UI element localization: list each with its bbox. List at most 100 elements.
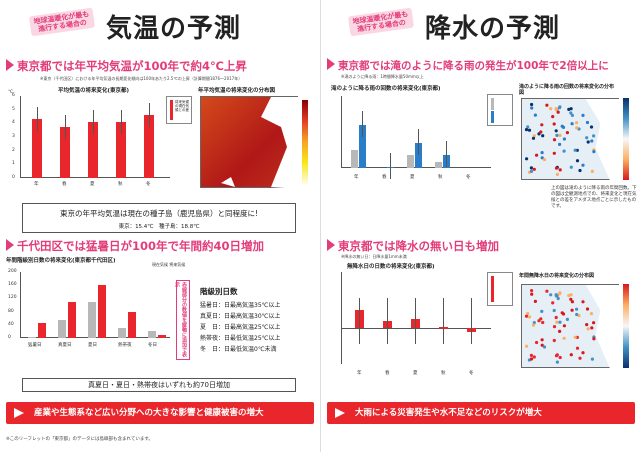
- bar-present: [148, 330, 156, 338]
- arrow-icon: [335, 408, 345, 418]
- chart-legend-text: 現在気候 将来気候: [152, 262, 186, 267]
- comparison-text: 東京の年平均気温は現在の種子島（鹿児島県）と同程度に!: [59, 209, 258, 218]
- x-tick-label: 夏日: [88, 343, 97, 348]
- error-bar: [65, 115, 66, 140]
- y-tick-label: 80: [8, 308, 14, 314]
- y-tick-label: 40: [8, 321, 14, 327]
- zero-line: [341, 328, 491, 329]
- chart-title: 無降水日の日数の将来変化(東京都): [347, 264, 435, 270]
- x-tick-label: 夏: [410, 175, 415, 180]
- footer-note: ※このリーフレットの「東京都」のデータには島嶼部も含まれています。: [6, 437, 153, 442]
- map-title: 年間無降水日の将来変化の分布図: [519, 273, 595, 279]
- chart-legend: [487, 272, 513, 306]
- triangle-icon: [6, 59, 14, 71]
- x-tick-label: 冬: [146, 182, 151, 187]
- section-note: ※滝のように降る雨：1時間降水量50mm以上: [341, 74, 424, 79]
- x-tick-label: 冬: [466, 175, 471, 180]
- chart-title: 平均気温の将来変化(東京都): [58, 88, 130, 94]
- section-note: ※東京（千代田区）における年平均気温の長期変化傾向は100年あたり2.5℃の上昇…: [40, 76, 243, 81]
- dry-map: 年間無降水日の将来変化の分布図: [519, 272, 637, 372]
- bar-present: [118, 328, 126, 338]
- x-tick-label: 夏: [90, 182, 95, 187]
- bar-future: [98, 285, 106, 338]
- bar-future: [359, 124, 366, 168]
- error-bar: [37, 107, 38, 132]
- error-bar: [390, 152, 391, 179]
- bar: [60, 127, 70, 178]
- bar-present: [28, 336, 36, 338]
- dot-map-image: [521, 284, 620, 369]
- error-bar: [149, 103, 150, 128]
- section-heading: 東京都では年平均気温が100年で約4℃上昇: [6, 58, 247, 74]
- bar-future: [38, 323, 46, 338]
- error-bar: [359, 298, 360, 344]
- x-tick-label: 年: [354, 175, 359, 180]
- y-tick-label: 5: [12, 106, 15, 112]
- error-bar: [418, 128, 419, 155]
- level-item: 真夏日：日最高気温30℃以上: [200, 313, 281, 320]
- bar: [116, 121, 126, 178]
- map-title: 年平均気温の将来変化の分布図: [198, 88, 276, 94]
- levels-box: 階級別日数 猛暑日：日最高気温35℃以上 真夏日：日最高気温30℃以上夏 日：日最…: [200, 286, 310, 372]
- summary-box: 真夏日・夏日・熱帯夜はいずれも約70日増加: [22, 378, 296, 392]
- legend-swatch: [491, 276, 494, 302]
- chart-title: 滝のように降る雨の回数の将来変化(東京都): [331, 86, 441, 92]
- levels-list: 猛暑日：日最高気温35℃以上 真夏日：日最高気温30℃以上夏 日：日最高気温25℃…: [200, 300, 310, 355]
- color-scale: [623, 98, 629, 180]
- temp-chart: 平均気温の将来変化(東京都) ℃ 0 1 2 3 4 5 6 年 春 夏 秋 冬 将来気候の現在気候と…: [6, 86, 194, 196]
- x-tick-label: 春: [385, 371, 390, 376]
- days-chart: 年間階級別日数の将来変化(東京都千代田区) 現在気候 将来気候 0 40 80 120…: [6, 256, 196, 378]
- y-tick-label: 160: [8, 282, 17, 288]
- chart-legend: [487, 94, 513, 126]
- x-tick-label: 夏: [413, 371, 418, 376]
- page-title: 降水の予測: [425, 14, 561, 44]
- side-note: 上の図は滝のように降る雨の年間回数。下の図は全観測地点での、将来変化と現在気候と…: [551, 186, 637, 209]
- bar-future: [158, 335, 166, 338]
- chart-title: 年間階級別日数の将来変化(東京都千代田区): [6, 258, 116, 264]
- x-tick-label: 年: [357, 371, 362, 376]
- section-heading-2: 東京都では降水の無い日も増加: [327, 238, 499, 254]
- y-tick-label: 4: [12, 120, 15, 126]
- x-tick-label: 猛暑日: [28, 343, 42, 348]
- chart-plot: [341, 272, 491, 364]
- x-tick-label: 秋: [441, 371, 446, 376]
- rain-map: 滝のように降る雨の回数の将来変化の分布図: [519, 84, 637, 184]
- chart-legend: 将来気候の現在気候との差: [166, 96, 192, 124]
- x-tick-label: 秋: [438, 175, 443, 180]
- legend-swatch: [170, 100, 173, 120]
- x-tick-label: 秋: [118, 182, 123, 187]
- error-bar: [362, 110, 363, 137]
- badge: 地球温暖化が最も進行する場合の: [347, 7, 415, 37]
- impact-banner: 産業や生態系など広い分野への大きな影響と健康被害の増大: [6, 402, 314, 424]
- dry-days-chart: 無降水日の日数の将来変化(東京都) 年 春 夏 秋 冬: [327, 262, 517, 376]
- bar: [144, 115, 154, 178]
- y-tick-label: 2: [12, 147, 15, 153]
- y-tick-label: 0: [12, 175, 15, 180]
- legend-swatch-present: [491, 98, 494, 110]
- bar: [88, 121, 98, 178]
- bar-future: [68, 301, 76, 338]
- arrow-icon: [14, 408, 24, 418]
- triangle-icon: [327, 239, 335, 251]
- x-tick-label: 春: [62, 182, 67, 187]
- bar-future: [415, 142, 422, 168]
- color-scale: [623, 284, 629, 368]
- map-title: 滝のように降る雨の回数の将来変化の分布図: [519, 84, 615, 96]
- y-tick-label: 3: [12, 134, 15, 139]
- triangle-icon: [6, 239, 14, 251]
- legend-swatch-future: [491, 111, 494, 123]
- bar-present: [351, 150, 358, 168]
- bar-present: [58, 319, 66, 338]
- x-tick-label: 春: [382, 175, 387, 180]
- x-tick-label: 冬日: [148, 343, 157, 348]
- risk-banner: 大雨による災害発生や水不足などのリスクが増大: [327, 402, 635, 424]
- error-bar: [443, 298, 444, 344]
- y-tick-label: 6: [12, 93, 15, 98]
- x-tick-label: 冬: [469, 371, 474, 376]
- y-tick-label: 120: [8, 295, 17, 301]
- comparison-box: 東京の年平均気温は現在の種子島（鹿児島県）と同程度に! 東京：15.4℃ 種子島…: [22, 203, 296, 233]
- level-item: 夏 日：日最高気温25℃以上: [200, 324, 281, 331]
- error-bar: [387, 298, 388, 344]
- error-bar: [446, 141, 447, 168]
- y-tick-label: 0: [8, 335, 11, 340]
